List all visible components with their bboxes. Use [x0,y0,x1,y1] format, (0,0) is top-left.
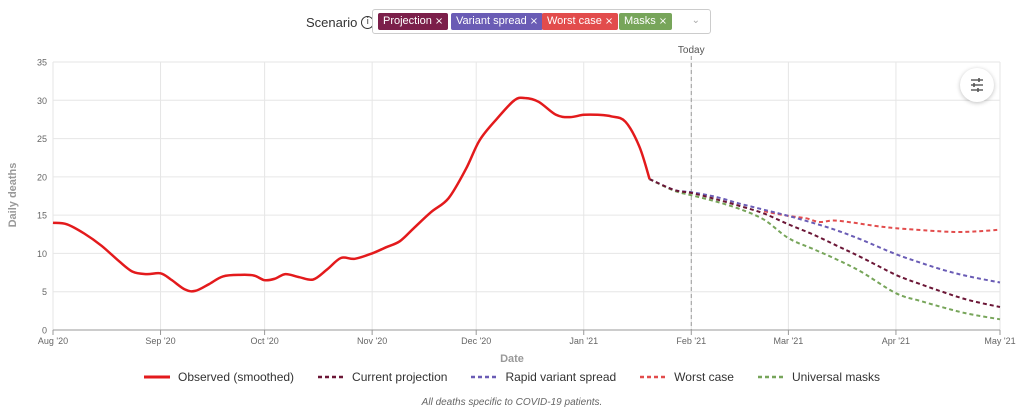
legend-swatch [471,375,498,379]
legend-item-rapid-variant-spread[interactable]: Rapid variant spread [471,370,616,384]
scenario-tag-worst-case[interactable]: Worst case × [542,13,619,30]
series-line-observed-smoothed [52,96,651,293]
sliders-icon [971,78,983,92]
legend-label: Universal masks [791,370,880,384]
legend-swatch [143,375,170,379]
series-line-rapid-variant-spread [649,178,1001,284]
chart-legend: Observed (smoothed) Current projection R… [0,370,1024,384]
x-tick-label: May '21 [984,336,1015,346]
legend-label: Rapid variant spread [505,370,617,384]
y-tick-label: 5 [42,287,47,297]
close-icon[interactable]: × [529,16,539,27]
footnote: All deaths specific to COVID-19 patients… [421,397,603,408]
y-tick-label: 0 [42,326,47,336]
x-tick-label: Aug '20 [38,336,68,346]
scenario-tag-label: Projection [383,15,432,27]
x-tick-label: Oct '20 [250,336,278,346]
x-tick-label: Sep '20 [145,336,175,346]
y-tick-label: 20 [37,172,47,182]
y-tick-label: 30 [37,96,47,106]
scenario-tag-label: Variant spread [456,15,527,27]
legend-swatch [757,375,784,379]
y-tick-label: 10 [37,249,47,259]
legend-swatch [640,375,667,379]
scenario-label: Scenario [306,14,358,30]
legend-swatch [318,375,345,379]
chevron-down-icon[interactable]: ⌄ [691,15,700,26]
legend-item-worst-case[interactable]: Worst case [640,370,734,384]
close-icon[interactable]: × [604,16,614,27]
legend-label: Current projection [352,370,448,384]
x-tick-label: Mar '21 [774,336,804,346]
scenario-tag-masks[interactable]: Masks × [619,13,673,30]
series-line-universal-masks [649,178,1001,321]
chart-settings-button[interactable] [960,68,994,102]
daily-deaths-chart: 0 5 10 15 20 25 30 35 Aug '20 Sep '20 Oct '20 Nov … [7,45,1016,365]
x-tick-label: Apr '21 [882,336,910,346]
scenario-tag-projection[interactable]: Projection × [378,13,449,30]
scenario-multiselect[interactable]: Projection × Variant spread × Worst case × … [372,9,711,34]
today-label: Today [678,45,705,56]
scenario-tag-label: Masks [624,15,656,27]
series-line-current-projection [649,178,1001,308]
legend-label: Observed (smoothed) [177,370,295,384]
series-lines [52,96,1001,321]
y-tick-label: 35 [37,58,47,68]
scenario-tag-label: Worst case [547,15,602,27]
close-icon[interactable]: × [434,16,444,27]
legend-item-universal-masks[interactable]: Universal masks [757,370,880,384]
x-tick-label: Nov '20 [357,336,387,346]
y-tick-label: 25 [37,134,47,144]
x-axis-title: Date [500,353,524,365]
y-axis-title: Daily deaths [7,163,19,228]
x-tick-label: Dec '20 [461,336,491,346]
legend-item-observed[interactable]: Observed (smoothed) [143,370,295,384]
legend-label: Worst case [674,370,734,384]
x-tick-label: Feb '21 [676,336,706,346]
legend-item-current-projection[interactable]: Current projection [318,370,447,384]
series-line-worst-case [763,210,1001,234]
scenario-tag-variant-spread[interactable]: Variant spread × [451,13,544,30]
y-axis-ticks: 0 5 10 15 20 25 30 35 [37,58,47,336]
y-tick-label: 15 [37,211,47,221]
x-tick-label: Jan '21 [569,336,598,346]
x-axis-ticks: Aug '20 Sep '20 Oct '20 Nov '20 Dec '20 Jan '… [38,330,1016,346]
close-icon[interactable]: × [658,16,668,27]
